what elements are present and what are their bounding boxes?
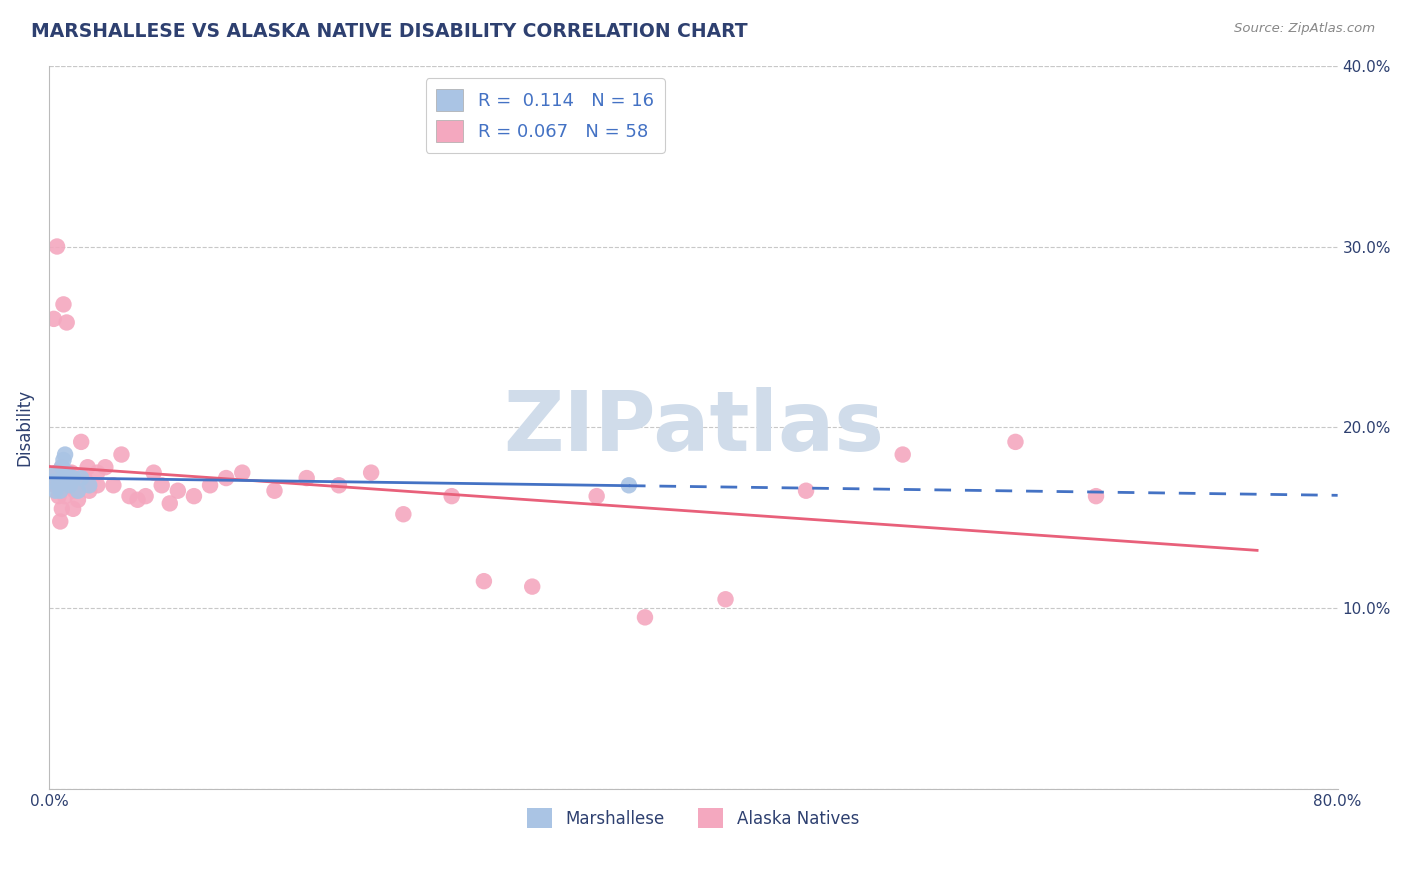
Point	[150, 478, 173, 492]
Point	[472, 574, 495, 589]
Point	[103, 478, 125, 492]
Point	[215, 471, 238, 485]
Point	[48, 489, 70, 503]
Point	[49, 483, 72, 498]
Point	[62, 501, 84, 516]
Point	[794, 483, 817, 498]
Legend: Marshallese, Alaska Natives: Marshallese, Alaska Natives	[520, 802, 866, 835]
Point	[49, 515, 72, 529]
Point	[51, 501, 73, 516]
Point	[52, 453, 75, 467]
Point	[53, 489, 76, 503]
Point	[328, 478, 350, 492]
Point	[55, 316, 77, 330]
Point	[231, 466, 253, 480]
Point	[127, 492, 149, 507]
Point	[634, 610, 657, 624]
Point	[522, 580, 544, 594]
Point	[49, 483, 72, 498]
Point	[51, 460, 73, 475]
Point	[263, 483, 285, 498]
Point	[118, 489, 141, 503]
Point	[1004, 434, 1026, 449]
Point	[52, 478, 75, 492]
Point	[86, 478, 108, 492]
Point	[44, 483, 66, 498]
Point	[52, 297, 75, 311]
Point	[55, 466, 77, 480]
Point	[48, 466, 70, 480]
Point	[59, 478, 82, 492]
Point	[159, 496, 181, 510]
Point	[77, 478, 100, 492]
Point	[62, 471, 84, 485]
Point	[42, 311, 65, 326]
Point	[48, 475, 70, 489]
Point	[58, 475, 80, 489]
Point	[44, 478, 66, 492]
Point	[166, 483, 188, 498]
Point	[360, 466, 382, 480]
Point	[73, 471, 96, 485]
Text: Source: ZipAtlas.com: Source: ZipAtlas.com	[1234, 22, 1375, 36]
Point	[66, 492, 89, 507]
Point	[76, 460, 98, 475]
Point	[46, 466, 69, 480]
Point	[63, 483, 86, 498]
Point	[585, 489, 607, 503]
Point	[58, 466, 80, 480]
Point	[51, 471, 73, 485]
Point	[295, 471, 318, 485]
Point	[70, 471, 93, 485]
Point	[60, 466, 83, 480]
Point	[440, 489, 463, 503]
Text: MARSHALLESE VS ALASKA NATIVE DISABILITY CORRELATION CHART: MARSHALLESE VS ALASKA NATIVE DISABILITY …	[31, 22, 748, 41]
Point	[41, 475, 63, 489]
Point	[59, 478, 82, 492]
Point	[77, 483, 100, 498]
Point	[142, 466, 165, 480]
Point	[51, 460, 73, 475]
Point	[714, 592, 737, 607]
Point	[53, 471, 76, 485]
Point	[46, 239, 69, 253]
Point	[66, 483, 89, 498]
Point	[135, 489, 157, 503]
Point	[110, 448, 132, 462]
Point	[42, 475, 65, 489]
Point	[1085, 489, 1108, 503]
Point	[198, 478, 221, 492]
Point	[70, 434, 93, 449]
Text: ZIPatlas: ZIPatlas	[503, 387, 884, 468]
Point	[617, 478, 640, 492]
Point	[94, 460, 117, 475]
Y-axis label: Disability: Disability	[15, 389, 32, 466]
Point	[183, 489, 205, 503]
Point	[46, 466, 69, 480]
Point	[86, 466, 108, 480]
Point	[891, 448, 914, 462]
Point	[53, 448, 76, 462]
Point	[392, 508, 415, 522]
